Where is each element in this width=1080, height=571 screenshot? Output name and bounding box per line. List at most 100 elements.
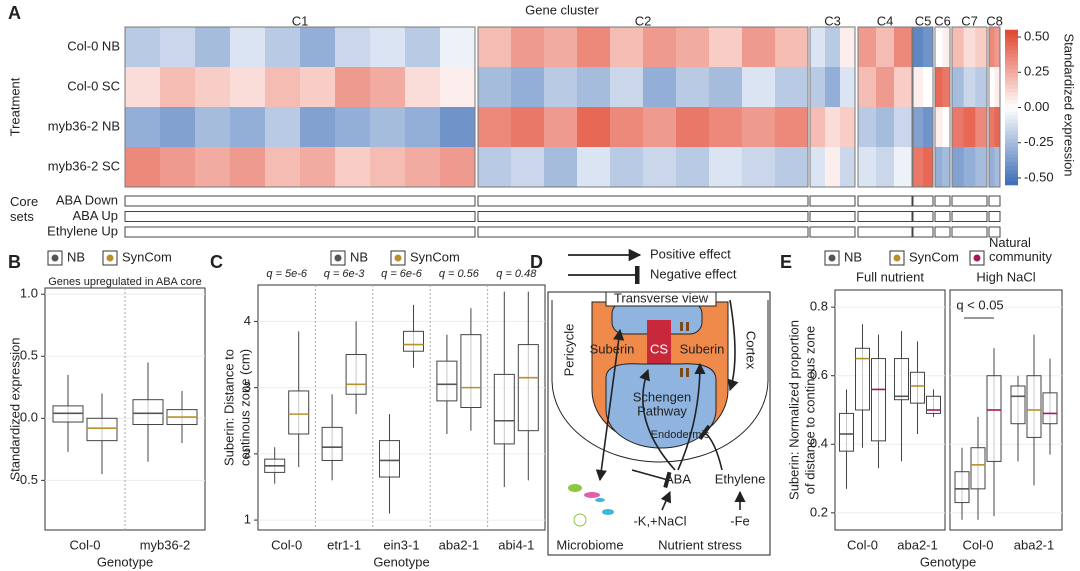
- heat-cell: [742, 147, 776, 187]
- heat-cell: [742, 27, 776, 67]
- legend-label: SynCom: [410, 249, 460, 264]
- box: [954, 471, 970, 504]
- label: Nutrient stress: [658, 537, 742, 552]
- colorbar-step: [1005, 165, 1018, 170]
- heat-cell: [335, 67, 371, 107]
- colorbar-label: Standardized expression: [1062, 33, 1077, 176]
- heat-cell: [511, 107, 545, 147]
- heat-cell: [610, 147, 644, 187]
- core-set-box: [934, 195, 951, 207]
- row-label: myb36-2 SC: [48, 158, 120, 173]
- legend-dot: [394, 254, 402, 262]
- colorbar-step: [1005, 173, 1018, 178]
- cluster-label: C1: [292, 13, 309, 28]
- heat-cell: [858, 27, 877, 67]
- legend-dot: [106, 254, 114, 262]
- colorbar-step: [1005, 157, 1018, 163]
- core-set-box: [477, 226, 809, 238]
- heat-cell: [775, 147, 809, 187]
- x-tick-label: ein3-1: [383, 537, 419, 552]
- core-set-box: [124, 211, 476, 222]
- heat-cell: [923, 147, 934, 187]
- legend-dot: [973, 254, 981, 262]
- box: [436, 360, 458, 402]
- heat-cell: [440, 107, 476, 147]
- x-tick-label: etr1-1: [327, 537, 361, 552]
- y-tick-label: 4: [244, 313, 251, 328]
- heat-cell: [994, 67, 1001, 107]
- heat-cell: [963, 107, 976, 147]
- heat-cell: [125, 67, 161, 107]
- box: [460, 334, 482, 409]
- y-tick-label: 0.5: [20, 348, 38, 363]
- heat-cell: [942, 67, 951, 107]
- annotation: q = 0.56: [439, 268, 480, 280]
- heat-cell: [676, 147, 710, 187]
- box: [345, 354, 367, 395]
- x-tick-label: aba2-1: [1014, 537, 1054, 552]
- heat-cell: [160, 147, 196, 187]
- legend-label: Negative effect: [650, 266, 737, 281]
- heat-cell: [775, 67, 809, 107]
- heat-cell: [160, 107, 196, 147]
- heat-cell: [952, 27, 965, 67]
- heat-cell: [370, 67, 406, 107]
- cluster-frame: [477, 26, 809, 188]
- cluster-label: C2: [635, 13, 652, 28]
- core-set-label: Ethylene Up: [47, 223, 118, 238]
- heat-cell: [942, 27, 951, 67]
- heat-cell: [894, 107, 913, 147]
- microbes: [568, 484, 614, 527]
- heat-cell: [913, 27, 924, 67]
- core-set-box: [809, 195, 856, 207]
- colorbar-step: [1005, 45, 1018, 50]
- legend-dot: [828, 254, 836, 262]
- y-tick-label: 2: [244, 445, 251, 460]
- y-tick-label: 0.8: [810, 299, 828, 314]
- core-set-box: [934, 226, 951, 238]
- heat-cell: [643, 147, 677, 187]
- heat-cell: [405, 107, 441, 147]
- box: [1042, 392, 1058, 425]
- cluster-frame: [124, 26, 476, 188]
- box: [379, 440, 400, 478]
- colorbar-step: [1005, 72, 1018, 77]
- heat-cell: [825, 147, 841, 187]
- heat-cell: [923, 107, 934, 147]
- box: [910, 371, 925, 404]
- heat-cell: [265, 67, 301, 107]
- heat-cell: [963, 147, 976, 187]
- heat-cell: [952, 147, 965, 187]
- heat-cell: [935, 107, 943, 147]
- cluster-label: C7: [961, 13, 978, 28]
- heat-cell: [195, 147, 231, 187]
- box: [517, 344, 539, 432]
- heat-cell: [335, 27, 371, 67]
- heat-cell: [643, 107, 677, 147]
- x-tick-label: aba2-1: [897, 537, 937, 552]
- heat-cell: [913, 107, 924, 147]
- label: Pathway: [637, 403, 687, 418]
- colorbar-step: [1005, 68, 1018, 73]
- legend-label: NB: [350, 249, 368, 264]
- heat-cell: [775, 107, 809, 147]
- panel-label: D: [530, 252, 543, 272]
- x-tick-label: abi4-1: [498, 537, 534, 552]
- heat-cell: [300, 107, 336, 147]
- heat-cell: [265, 147, 301, 187]
- colorbar-tick-label: 0.25: [1024, 64, 1049, 79]
- heat-cell: [160, 27, 196, 67]
- heat-cell: [840, 147, 856, 187]
- heat-cell: [975, 107, 988, 147]
- heat-cell: [810, 147, 826, 187]
- box: [86, 417, 118, 442]
- heat-cell: [825, 67, 841, 107]
- row-label: Col-0 SC: [67, 78, 120, 93]
- panel-label: A: [8, 3, 21, 23]
- y-axis-label: Treatment: [7, 77, 22, 136]
- box: [894, 358, 909, 401]
- box: [288, 390, 310, 435]
- y-axis-label: Suberin: Distance to: [221, 349, 236, 466]
- panel-label: C: [210, 252, 223, 272]
- heat-cell: [952, 107, 965, 147]
